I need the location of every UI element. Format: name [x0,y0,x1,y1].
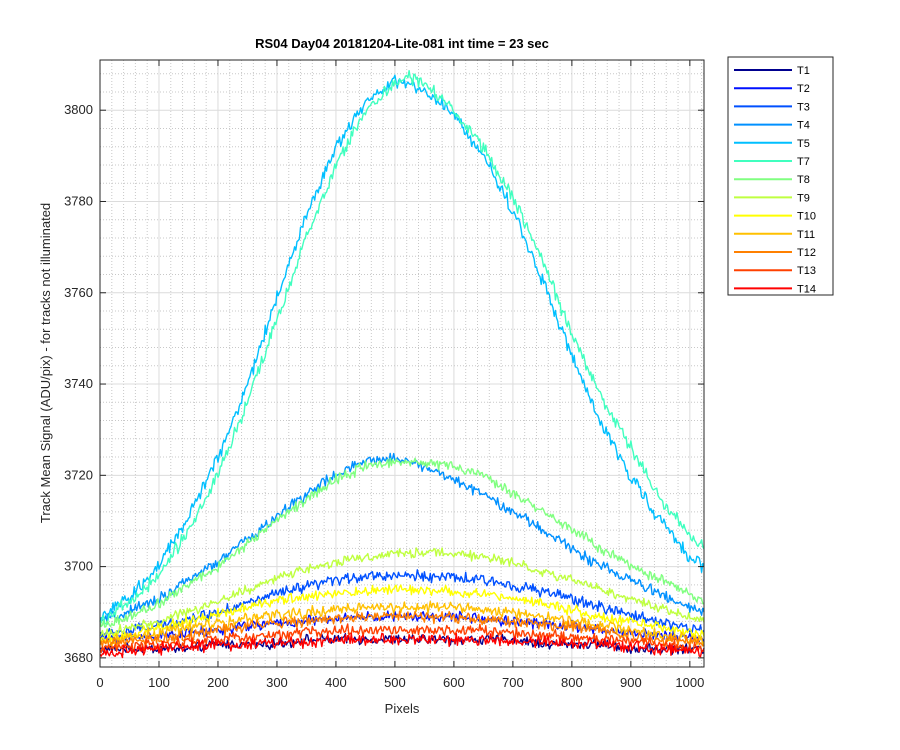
axis-ticks: 0 100 200 300 400 500 600 700 800 900 1000 3680 3700… [64,60,704,690]
x-tick-label: 400 [325,675,347,690]
x-tick-label: 200 [207,675,229,690]
y-axis-label: Track Mean Signal (ADU/pix) - for tracks… [38,203,53,523]
x-tick-label: 100 [148,675,170,690]
legend-label-t1: T1 [797,65,810,77]
legend-label-t10: T10 [797,211,816,223]
x-tick-label: 800 [561,675,583,690]
y-tick-label: 3700 [64,559,93,574]
x-tick-label: 300 [266,675,288,690]
legend-label-t3: T3 [797,101,810,113]
series-lines [99,69,705,659]
legend-label-t8: T8 [797,174,810,186]
series-line-t7 [99,69,705,626]
legend-label-t4: T4 [797,120,810,132]
legend-label-t5: T5 [797,138,810,150]
legend-label-t13: T13 [797,265,816,277]
legend-label-t11: T11 [797,229,815,241]
x-tick-label: 900 [620,675,642,690]
x-tick-label: 500 [384,675,406,690]
series-line-t5 [99,74,705,621]
series-line-t12 [99,610,705,650]
legend-label-t2: T2 [797,83,810,95]
y-tick-label: 3720 [64,467,93,482]
legend: T1 T2 T3 T4 T5 T7 T8 T9 T10 T11 T12 T13 T14 [727,56,834,296]
y-tick-label: 3780 [64,193,93,208]
series-line-t11 [99,600,705,648]
legend-label-t9: T9 [797,192,810,204]
legend-label-t14: T14 [797,283,816,295]
series-line-t14 [99,632,705,659]
series-line-t9 [99,547,705,639]
legend-label-t12: T12 [797,247,816,259]
series-line-t4 [99,452,705,624]
x-tick-label: 600 [443,675,465,690]
x-tick-label: 0 [96,675,103,690]
x-tick-label: 1000 [675,675,704,690]
series-line-t8 [99,457,705,628]
legend-label-t7: T7 [797,156,810,168]
plot-frame [99,59,705,668]
y-tick-label: 3760 [64,285,93,300]
legend-box [727,56,834,296]
y-tick-label: 3680 [64,650,93,665]
x-tick-label: 700 [502,675,524,690]
grid [100,60,704,667]
chart-title: RS04 Day04 20181204-Lite-081 int time = … [255,36,549,51]
y-tick-label: 3800 [64,102,93,117]
y-tick-label: 3740 [64,376,93,391]
x-axis-label: Pixels [385,701,420,716]
series-line-t10 [99,584,705,644]
series-line-t3 [99,569,705,640]
plot-area [100,60,704,667]
